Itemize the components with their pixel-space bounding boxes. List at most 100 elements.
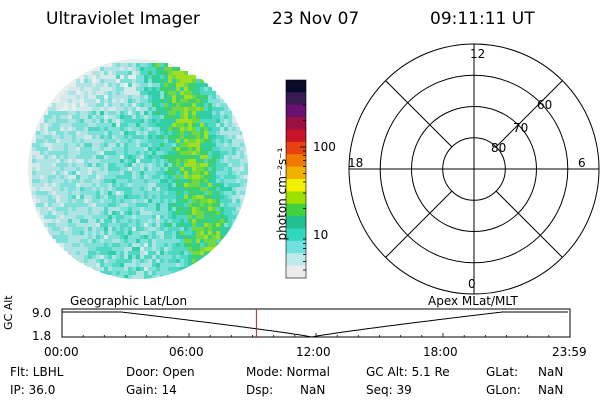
- image-pixel: [72, 235, 76, 239]
- image-pixel: [188, 203, 192, 207]
- image-pixel: [108, 103, 112, 107]
- image-pixel: [216, 227, 220, 231]
- image-pixel: [52, 179, 56, 183]
- image-pixel: [200, 211, 204, 215]
- image-pixel: [160, 179, 164, 183]
- image-pixel: [168, 115, 172, 119]
- image-pixel: [216, 135, 220, 139]
- image-pixel: [72, 111, 76, 115]
- image-pixel: [228, 147, 232, 151]
- image-pixel: [120, 203, 124, 207]
- image-pixel: [164, 231, 168, 235]
- image-pixel: [228, 227, 232, 231]
- image-pixel: [100, 155, 104, 159]
- image-pixel: [100, 227, 104, 231]
- image-pixel: [220, 215, 224, 219]
- image-pixel: [200, 207, 204, 211]
- image-pixel: [232, 159, 236, 163]
- image-pixel: [84, 151, 88, 155]
- image-pixel: [112, 63, 116, 67]
- image-pixel: [200, 127, 204, 131]
- image-pixel: [188, 175, 192, 179]
- image-pixel: [192, 247, 196, 251]
- image-pixel: [140, 127, 144, 131]
- image-pixel: [168, 119, 172, 123]
- image-pixel: [152, 199, 156, 203]
- image-pixel: [228, 139, 232, 143]
- image-pixel: [108, 179, 112, 183]
- image-pixel: [128, 87, 132, 91]
- image-pixel: [88, 115, 92, 119]
- image-pixel: [96, 199, 100, 203]
- image-pixel: [44, 203, 48, 207]
- image-pixel: [172, 123, 176, 127]
- image-pixel: [80, 171, 84, 175]
- image-pixel: [72, 215, 76, 219]
- image-pixel: [112, 123, 116, 127]
- image-pixel: [212, 227, 216, 231]
- image-pixel: [180, 143, 184, 147]
- image-pixel: [216, 139, 220, 143]
- image-pixel: [108, 219, 112, 223]
- image-pixel: [196, 191, 200, 195]
- mlt-spoke: [385, 190, 453, 258]
- image-pixel: [240, 195, 244, 199]
- image-pixel: [184, 231, 188, 235]
- image-pixel: [136, 123, 140, 127]
- image-pixel: [212, 131, 216, 135]
- image-pixel: [116, 207, 120, 211]
- image-pixel: [80, 223, 84, 227]
- image-pixel: [228, 183, 232, 187]
- image-pixel: [164, 219, 168, 223]
- image-pixel: [160, 103, 164, 107]
- image-pixel: [200, 255, 204, 259]
- image-pixel: [48, 191, 52, 195]
- image-pixel: [128, 187, 132, 191]
- image-pixel: [72, 227, 76, 231]
- image-pixel: [72, 131, 76, 135]
- image-pixel: [136, 203, 140, 207]
- image-pixel: [92, 179, 96, 183]
- image-pixel: [208, 87, 212, 91]
- image-pixel: [192, 99, 196, 103]
- image-pixel: [160, 143, 164, 147]
- image-pixel: [72, 183, 76, 187]
- image-pixel: [164, 179, 168, 183]
- image-pixel: [72, 203, 76, 207]
- image-pixel: [84, 143, 88, 147]
- image-pixel: [216, 175, 220, 179]
- image-pixel: [112, 235, 116, 239]
- image-pixel: [236, 195, 240, 199]
- image-pixel: [128, 103, 132, 107]
- image-pixel: [52, 175, 56, 179]
- image-pixel: [96, 267, 100, 271]
- image-pixel: [204, 203, 208, 207]
- image-pixel: [36, 175, 40, 179]
- image-pixel: [56, 223, 60, 227]
- image-pixel: [176, 159, 180, 163]
- image-pixel: [212, 199, 216, 203]
- image-pixel: [60, 199, 64, 203]
- image-pixel: [112, 159, 116, 163]
- x-tick-label: 12:00: [296, 345, 331, 359]
- image-pixel: [156, 239, 160, 243]
- image-pixel: [44, 175, 48, 179]
- image-pixel: [96, 183, 100, 187]
- image-pixel: [116, 203, 120, 207]
- image-pixel: [232, 195, 236, 199]
- image-pixel: [120, 99, 124, 103]
- image-pixel: [192, 187, 196, 191]
- image-pixel: [172, 115, 176, 119]
- image-pixel: [48, 207, 52, 211]
- image-pixel: [144, 247, 148, 251]
- image-pixel: [176, 79, 180, 83]
- image-pixel: [104, 167, 108, 171]
- image-pixel: [208, 211, 212, 215]
- image-pixel: [240, 183, 244, 187]
- image-pixel: [80, 259, 84, 263]
- image-pixel: [148, 219, 152, 223]
- image-pixel: [36, 183, 40, 187]
- image-pixel: [96, 135, 100, 139]
- image-pixel: [104, 263, 108, 267]
- image-pixel: [212, 159, 216, 163]
